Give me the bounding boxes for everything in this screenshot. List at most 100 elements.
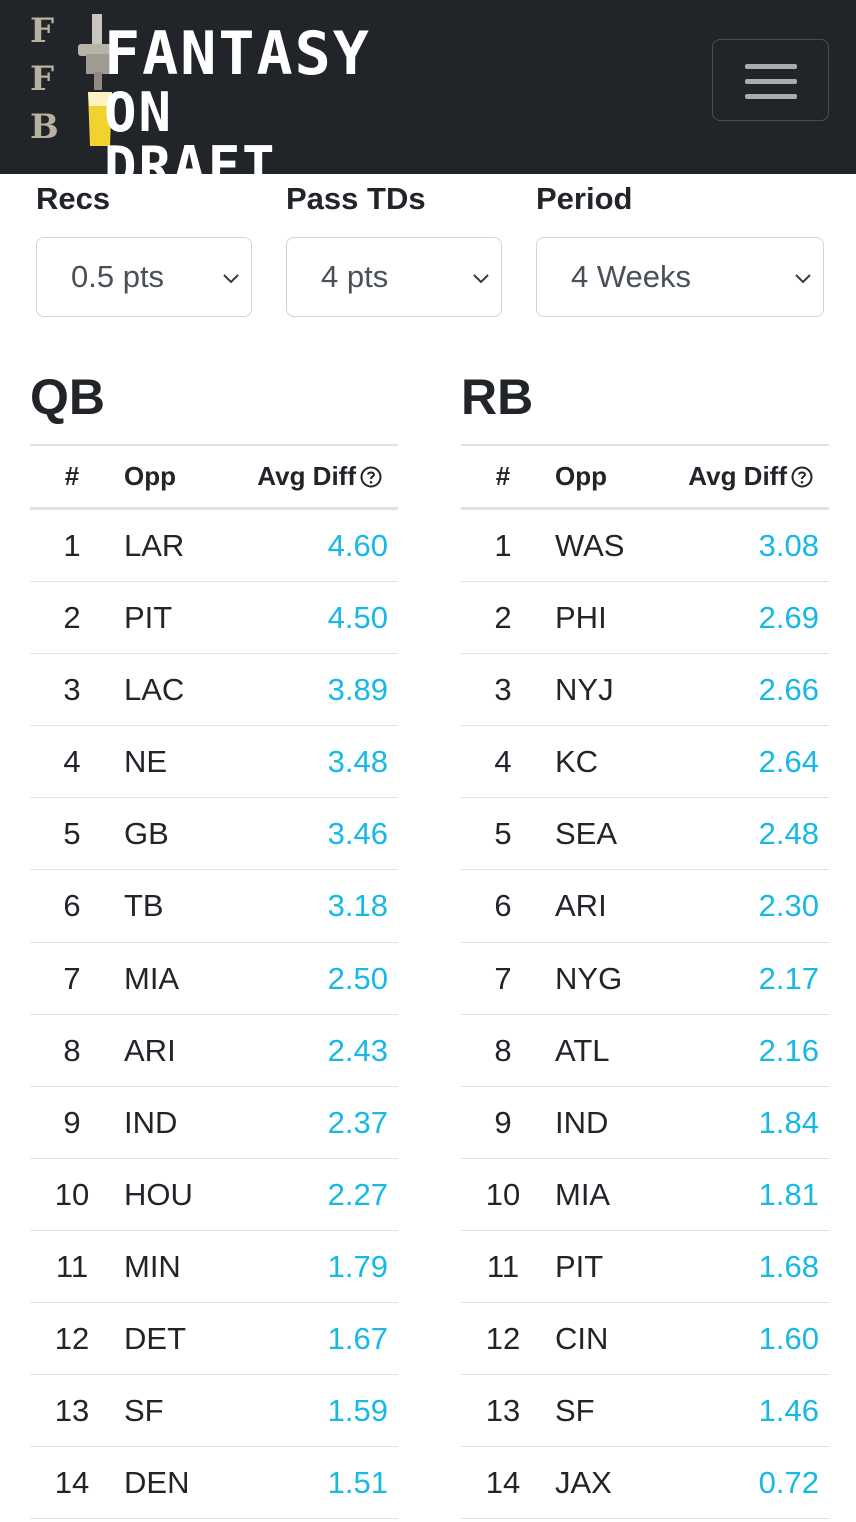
logo-side-letters: F F B xyxy=(30,12,60,148)
table-row: 14 JAX 0.72 xyxy=(461,1447,829,1520)
logo-text-line1: FANTASY xyxy=(104,19,371,89)
rank-cell: 13 xyxy=(485,1393,521,1429)
table-row: 14 DEN 1.51 xyxy=(30,1447,398,1520)
avg-diff-cell: 3.48 xyxy=(327,744,388,780)
rb-table: # Opp Avg Diff 1 WAS 3.08 2 PHI 2.69 3 NYJ 2.66 4… xyxy=(461,444,829,1520)
table-row: 11 PIT 1.68 xyxy=(461,1231,829,1304)
avg-diff-cell: 2.17 xyxy=(758,960,819,996)
opponent-cell[interactable]: ATL xyxy=(555,1032,610,1068)
opponent-cell[interactable]: SF xyxy=(124,1393,164,1429)
avg-diff-cell: 2.43 xyxy=(327,1032,388,1068)
rank-cell: 3 xyxy=(63,672,81,708)
filter-pass-tds: Pass TDs 4 pts xyxy=(286,180,502,317)
opponent-cell[interactable]: MIA xyxy=(124,960,180,996)
rank-cell: 8 xyxy=(494,1032,512,1068)
table-row: 6 TB 3.18 xyxy=(30,870,398,943)
avg-diff-cell: 4.60 xyxy=(327,528,388,563)
opponent-cell[interactable]: KC xyxy=(555,744,599,780)
column-header-opp[interactable]: Opp xyxy=(124,461,176,491)
opponent-cell[interactable]: LAR xyxy=(124,528,185,563)
recs-select[interactable]: 0.5 pts xyxy=(36,237,252,317)
table-row: 11 MIN 1.79 xyxy=(30,1231,398,1304)
opponent-cell[interactable]: ARI xyxy=(555,888,607,924)
table-row: 3 NYJ 2.66 xyxy=(461,654,829,727)
rank-cell: 14 xyxy=(485,1465,521,1501)
rank-cell: 7 xyxy=(494,960,512,996)
rank-cell: 5 xyxy=(63,816,81,852)
table-row: 8 ARI 2.43 xyxy=(30,1015,398,1087)
rb-table-body: 1 WAS 3.08 2 PHI 2.69 3 NYJ 2.66 4 KC 2.64 5 SEA 2.48 6… xyxy=(461,510,829,1520)
column-header-avg-diff[interactable]: Avg Diff xyxy=(257,446,382,506)
filter-recs: Recs 0.5 pts xyxy=(36,180,252,317)
question-circle-icon[interactable] xyxy=(791,466,813,488)
table-row: 4 NE 3.48 xyxy=(30,726,398,799)
table-row: 12 DET 1.67 xyxy=(30,1303,398,1376)
opponent-cell[interactable]: TB xyxy=(124,888,164,924)
opponent-cell[interactable]: LAC xyxy=(124,672,185,708)
rank-cell: 7 xyxy=(63,960,81,996)
opponent-cell[interactable]: ARI xyxy=(124,1032,176,1068)
opponent-cell[interactable]: DEN xyxy=(124,1465,190,1501)
avg-diff-cell: 2.69 xyxy=(758,600,819,636)
rank-cell: 2 xyxy=(494,600,512,636)
rank-cell: 10 xyxy=(54,1176,90,1212)
opponent-cell[interactable]: PIT xyxy=(124,600,173,636)
opponent-cell[interactable]: IND xyxy=(555,1104,609,1140)
column-header-opp[interactable]: Opp xyxy=(555,461,607,491)
filter-recs-label: Recs xyxy=(36,181,111,216)
opponent-cell[interactable]: MIA xyxy=(555,1176,611,1212)
table-row: 13 SF 1.59 xyxy=(30,1375,398,1448)
opponent-cell[interactable]: SF xyxy=(555,1393,595,1429)
opponent-cell[interactable]: CIN xyxy=(555,1321,609,1357)
rank-cell: 6 xyxy=(63,888,81,924)
opponent-cell[interactable]: NYG xyxy=(555,960,623,996)
opponent-cell[interactable]: JAX xyxy=(555,1465,612,1501)
column-header-avg-diff[interactable]: Avg Diff xyxy=(688,446,813,506)
menu-toggle-button[interactable] xyxy=(712,39,829,121)
question-circle-icon[interactable] xyxy=(360,466,382,488)
table-row: 3 LAC 3.89 xyxy=(30,654,398,727)
avg-diff-cell: 1.60 xyxy=(758,1321,819,1357)
rank-cell: 3 xyxy=(494,672,512,708)
table-row: 12 CIN 1.60 xyxy=(461,1303,829,1376)
panel-title: RB xyxy=(461,369,534,425)
rank-cell: 4 xyxy=(63,744,81,780)
beer-tap-icon xyxy=(78,14,118,146)
opponent-cell[interactable]: NYJ xyxy=(555,672,614,708)
opponent-cell[interactable]: HOU xyxy=(124,1176,193,1212)
table-row: 5 SEA 2.48 xyxy=(461,798,829,871)
column-header-avg-diff-label: Avg Diff xyxy=(688,461,787,491)
rank-cell: 13 xyxy=(54,1393,90,1429)
opponent-cell[interactable]: GB xyxy=(124,816,169,852)
opponent-cell[interactable]: SEA xyxy=(555,816,618,852)
opponent-cell[interactable]: IND xyxy=(124,1104,178,1140)
rank-cell: 8 xyxy=(63,1032,81,1068)
column-header-rank[interactable]: # xyxy=(495,461,511,491)
period-select[interactable]: 4 Weeks xyxy=(536,237,824,317)
column-header-avg-diff-label: Avg Diff xyxy=(257,461,356,491)
avg-diff-cell: 1.59 xyxy=(327,1393,388,1429)
opponent-cell[interactable]: MIN xyxy=(124,1248,181,1284)
rank-cell: 11 xyxy=(55,1248,89,1284)
column-header-rank[interactable]: # xyxy=(64,461,80,491)
table-row: 9 IND 1.84 xyxy=(461,1087,829,1159)
avg-diff-cell: 3.46 xyxy=(327,816,388,852)
opponent-cell[interactable]: PIT xyxy=(555,1248,604,1284)
opponent-cell[interactable]: NE xyxy=(124,744,168,780)
opponent-cell[interactable]: PHI xyxy=(555,600,607,636)
table-row: 10 HOU 2.27 xyxy=(30,1159,398,1231)
avg-diff-cell: 2.50 xyxy=(327,960,388,996)
avg-diff-cell: 2.64 xyxy=(758,744,819,780)
pass-tds-select[interactable]: 4 pts xyxy=(286,237,502,317)
table-row: 13 SF 1.46 xyxy=(461,1375,829,1448)
site-logo[interactable]: F F B FANTASY ON DRAFT xyxy=(30,12,380,194)
opponent-cell[interactable]: WAS xyxy=(555,528,625,563)
rank-cell: 10 xyxy=(485,1176,521,1212)
opponent-cell[interactable]: DET xyxy=(124,1321,186,1357)
rank-cell: 9 xyxy=(494,1104,512,1140)
avg-diff-cell: 2.66 xyxy=(758,672,819,708)
rank-cell: 6 xyxy=(494,888,512,924)
rb-panel: RB # Opp Avg Diff 1 WAS 3.08 2 PHI 2.69 3 NYJ 2.… xyxy=(461,360,829,1520)
logo-text-line2: ON DRAFT xyxy=(104,81,277,198)
avg-diff-cell: 1.79 xyxy=(327,1248,388,1284)
